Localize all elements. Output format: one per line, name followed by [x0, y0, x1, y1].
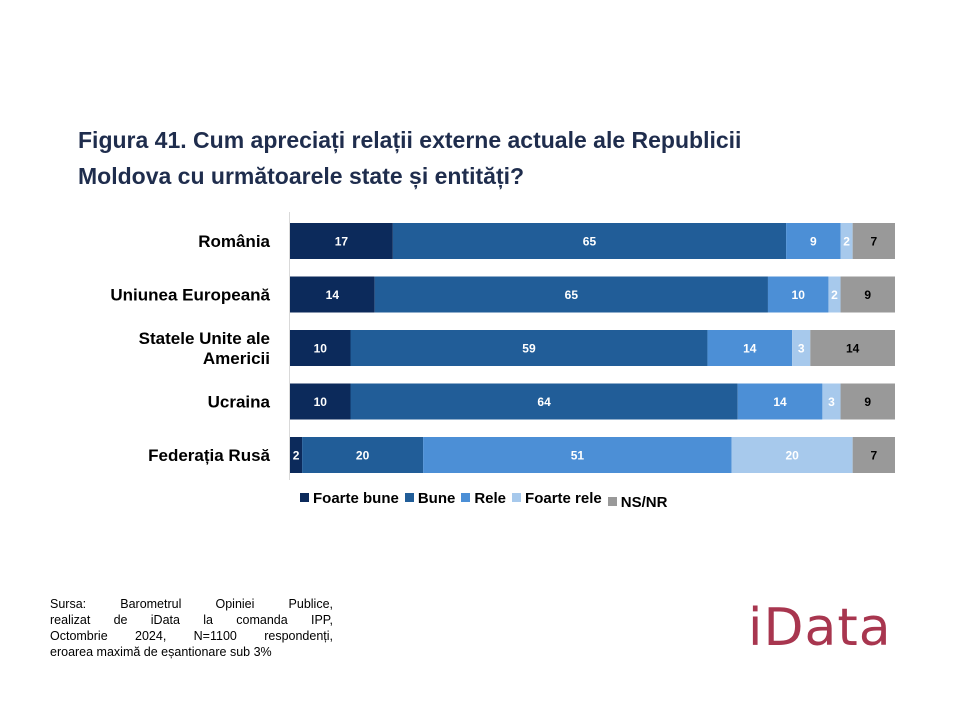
legend: Foarte bune Bune Rele Foarte rele NS/NR — [300, 490, 673, 514]
category-label: Ucraina — [208, 393, 271, 412]
bar-segment — [290, 330, 351, 366]
bar-segment — [423, 437, 732, 473]
category-label: Statele Unite ale — [139, 329, 270, 348]
data-label: 2 — [293, 449, 300, 463]
data-label: 10 — [792, 288, 806, 302]
source-line: Sursa: Barometrul Opiniei Publice, — [50, 597, 333, 611]
data-label: 14 — [773, 395, 787, 409]
chart-title: Figura 41. Cum apreciați relații externe… — [78, 122, 898, 194]
data-label: 14 — [846, 342, 860, 356]
legend-label: Foarte bune — [313, 490, 399, 507]
category-label: Federația Rusă — [148, 446, 270, 465]
data-label: 17 — [335, 235, 349, 249]
chart-title-line: Moldova cu următoarele state și entități… — [78, 163, 525, 189]
data-label: 9 — [864, 288, 871, 302]
data-label: 2 — [831, 288, 838, 302]
bar-segment — [392, 223, 787, 259]
bar-segment — [828, 276, 841, 313]
data-label: 10 — [314, 342, 328, 356]
bar-segment — [290, 223, 393, 259]
legend-item: Rele — [461, 490, 506, 507]
data-label: 59 — [522, 342, 536, 356]
idata-logo: iData — [748, 598, 892, 658]
data-label: 20 — [356, 449, 370, 463]
category-labels: România Uniunea Europeană Statele Unite al… — [110, 232, 270, 465]
legend-item: Bune — [404, 490, 456, 507]
legend-swatch — [512, 493, 522, 502]
legend-swatch — [300, 493, 309, 502]
legend-item: Foarte rele — [512, 490, 602, 507]
bar-segment — [707, 330, 793, 366]
data-label: 2 — [843, 235, 850, 249]
data-label: 10 — [314, 395, 328, 409]
category-label: Americii — [203, 349, 270, 368]
data-label: 7 — [870, 449, 877, 463]
category-label: Uniunea Europeană — [110, 286, 270, 305]
bar-segment — [290, 437, 303, 473]
source-line: realizat de iData la comanda IPP, — [50, 613, 333, 627]
bar-segment — [810, 330, 895, 366]
source-note: Sursa: Barometrul Opiniei Publice, realiz… — [50, 596, 333, 660]
bar-segment — [350, 383, 738, 420]
data-label: 7 — [870, 235, 877, 249]
legend-item: Foarte bune — [300, 490, 399, 507]
bar-segment — [840, 383, 895, 420]
data-label: 3 — [828, 395, 835, 409]
bar-segment — [852, 437, 895, 473]
legend-label: Foarte rele — [525, 490, 602, 507]
data-label: 3 — [798, 342, 805, 356]
chart-title-line: Figura 41. Cum apreciați relații externe… — [78, 127, 742, 153]
source-line: eroarea maximă de eșantionare sub 3% — [50, 645, 272, 659]
data-label: 65 — [583, 235, 597, 249]
legend-label: NS/NR — [620, 494, 668, 511]
data-label: 51 — [571, 449, 585, 463]
bar-segment — [852, 223, 895, 259]
bar-segments — [290, 223, 895, 473]
bar-segment — [786, 223, 841, 259]
data-labels: 17 65 9 2 7 14 65 10 2 9 10 59 14 3 14 10 64 14 3 9 2 20 51 20 7 — [293, 235, 878, 463]
data-label: 14 — [326, 288, 340, 302]
legend-swatch — [404, 493, 414, 502]
legend-label: Rele — [474, 490, 507, 507]
bar-segment — [290, 383, 351, 420]
bar-segment — [840, 223, 853, 259]
bar-segment — [350, 330, 708, 366]
legend-label: Bune — [417, 490, 456, 507]
bar-segment — [792, 330, 811, 366]
category-label: România — [198, 232, 270, 251]
bar-segment — [374, 276, 768, 313]
bar-segment — [731, 437, 853, 473]
bar-segment — [840, 276, 895, 313]
data-label: 9 — [864, 395, 871, 409]
legend-item: NS/NR — [607, 494, 668, 511]
data-label: 64 — [537, 395, 551, 409]
data-label: 9 — [810, 235, 817, 249]
data-label: 14 — [743, 342, 757, 356]
data-label: 65 — [565, 288, 579, 302]
bar-segment — [302, 437, 424, 473]
bar-segment — [822, 383, 841, 420]
bar-segment — [737, 383, 823, 420]
legend-swatch — [461, 493, 471, 502]
data-label: 20 — [785, 449, 799, 463]
source-line: Octombrie 2024, N=1100 respondenți, — [50, 629, 333, 643]
bar-segment — [290, 276, 375, 313]
bar-segment — [767, 276, 829, 313]
legend-swatch — [607, 497, 617, 506]
